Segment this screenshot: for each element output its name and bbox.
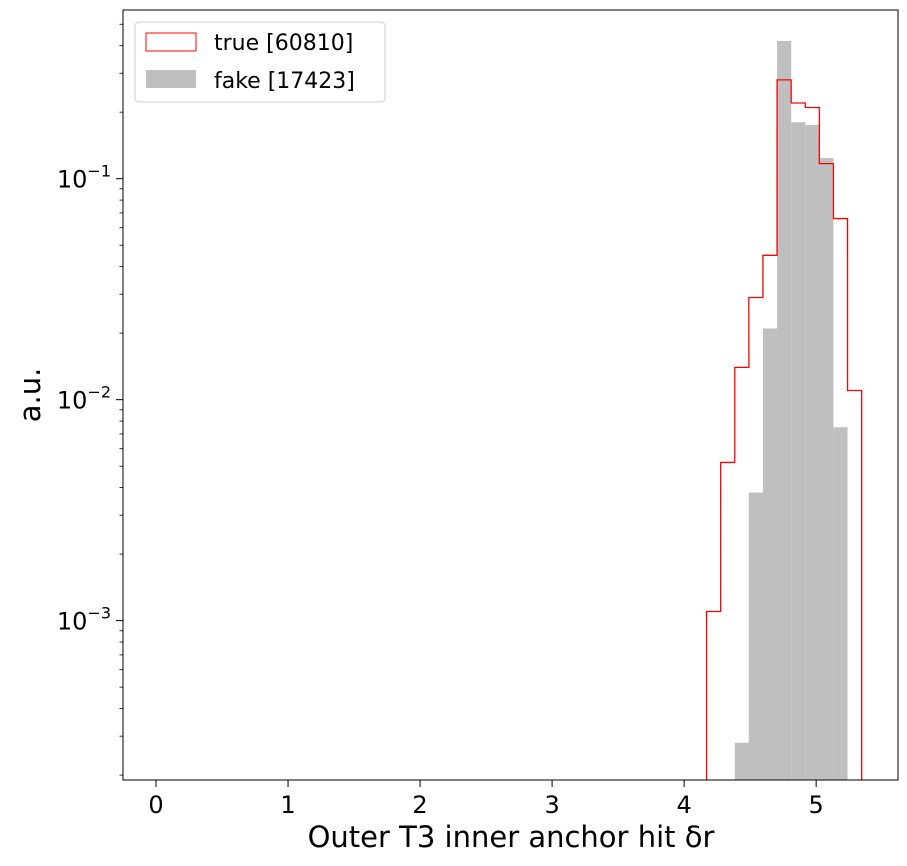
legend-swatch-true — [145, 32, 197, 52]
x-tick-label-2: 2 — [412, 791, 427, 819]
legend-label-true: true [60810] — [214, 31, 353, 56]
x-tick-label-4: 4 — [676, 791, 691, 819]
fake-bar-6 — [819, 158, 834, 780]
x-axis-title: Outer T3 inner anchor hit δr — [308, 820, 715, 854]
fake-bars — [734, 40, 848, 780]
fake-bar-4 — [791, 122, 806, 780]
y-axis-title: a.u. — [13, 368, 47, 423]
true-step-outline — [705, 79, 863, 780]
fake-bar-1 — [748, 492, 763, 780]
fake-bar-7 — [833, 427, 848, 780]
plot-frame — [122, 9, 899, 781]
fake-bar-2 — [762, 328, 778, 780]
fake-bar-5 — [805, 124, 820, 780]
fake-bar-0 — [734, 742, 749, 780]
legend-box — [134, 21, 386, 103]
y-tick-label-2: 10−1 — [57, 162, 111, 194]
y-tick-label-1: 10−2 — [57, 383, 111, 415]
true-step-line — [705, 79, 863, 780]
legend-label-fake: fake [17423] — [214, 69, 355, 94]
fake-bar-3 — [777, 40, 792, 780]
y-tick-label-0: 10−3 — [57, 604, 111, 636]
legend-swatch-fake — [146, 70, 196, 88]
x-tick-label-5: 5 — [809, 791, 824, 819]
legend: true [60810] fake [17423] — [134, 21, 386, 103]
x-tick-label-0: 0 — [148, 791, 163, 819]
x-axis-ticks: 0 1 2 3 4 5 — [148, 780, 824, 819]
x-tick-label-1: 1 — [280, 791, 295, 819]
x-tick-label-3: 3 — [544, 791, 559, 819]
y-axis-ticks: 10−3 10−2 10−1 — [57, 23, 123, 776]
